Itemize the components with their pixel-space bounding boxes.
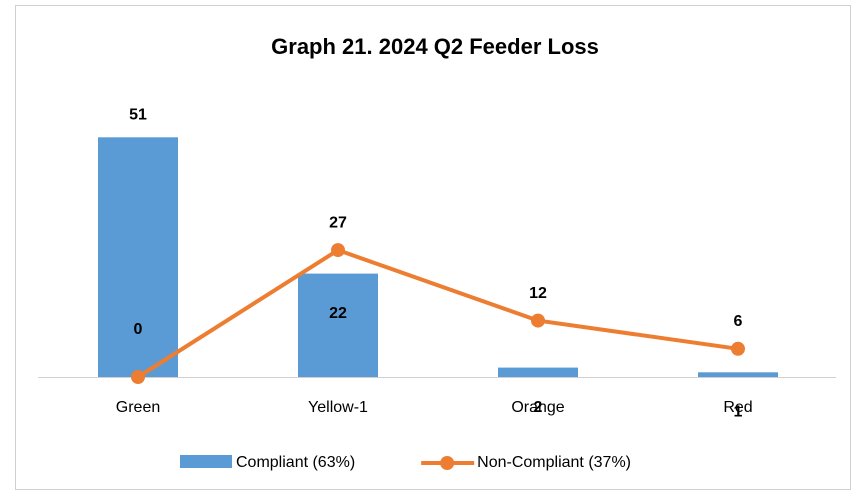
x-tick-label: Orange xyxy=(511,399,564,416)
data-label: 1 xyxy=(734,404,743,421)
data-label: 22 xyxy=(329,305,347,322)
legend-label: Non-Compliant (37%) xyxy=(477,454,631,471)
legend-marker xyxy=(440,456,455,470)
data-label: 6 xyxy=(734,313,743,330)
legend-label: Compliant (63%) xyxy=(236,454,355,471)
legend-swatch xyxy=(180,455,232,468)
bar xyxy=(98,137,178,377)
x-tick-label: Red xyxy=(723,399,752,416)
x-tick-label: Yellow-1 xyxy=(308,399,368,416)
line-marker xyxy=(531,313,545,328)
line-marker xyxy=(331,243,345,258)
bar xyxy=(698,372,778,377)
chart-title: Graph 21. 2024 Q2 Feeder Loss xyxy=(271,34,599,59)
x-tick-label: Green xyxy=(116,399,160,416)
data-label: 51 xyxy=(129,107,147,124)
bar xyxy=(298,273,378,377)
line xyxy=(136,247,739,379)
data-label: 12 xyxy=(529,285,547,302)
data-label: 0 xyxy=(134,321,143,338)
line-marker xyxy=(131,370,145,384)
data-label: 2 xyxy=(534,399,543,416)
data-label: 27 xyxy=(329,214,347,231)
line-marker xyxy=(731,341,745,356)
bar xyxy=(498,367,578,377)
